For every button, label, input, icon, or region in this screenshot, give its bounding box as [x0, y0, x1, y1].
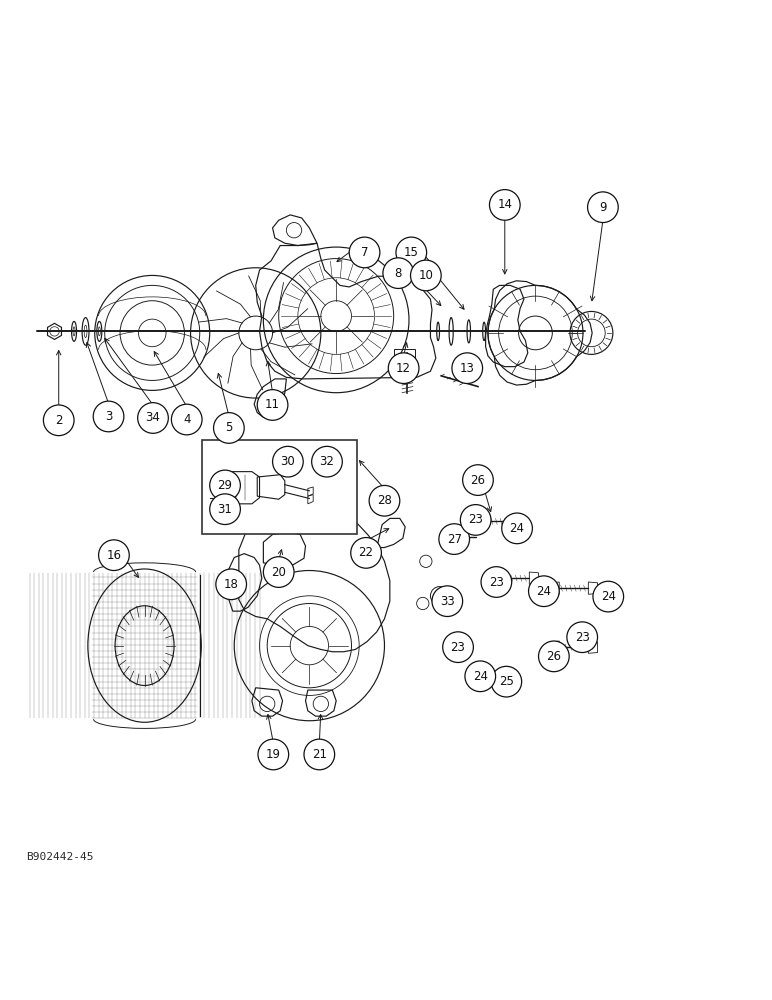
Text: 9: 9 — [599, 201, 607, 214]
Circle shape — [452, 353, 482, 384]
Circle shape — [350, 538, 381, 568]
Circle shape — [383, 258, 414, 288]
Circle shape — [210, 494, 240, 525]
Circle shape — [99, 540, 129, 571]
Circle shape — [171, 404, 202, 435]
Circle shape — [567, 622, 598, 653]
Circle shape — [258, 739, 289, 770]
Circle shape — [593, 581, 624, 612]
Text: 13: 13 — [460, 362, 475, 375]
Circle shape — [539, 641, 569, 672]
Bar — [202, 440, 357, 534]
Text: 23: 23 — [451, 641, 466, 654]
Circle shape — [587, 192, 618, 223]
Text: 26: 26 — [547, 650, 561, 663]
Text: 14: 14 — [497, 198, 513, 211]
Circle shape — [216, 569, 246, 600]
Text: 8: 8 — [394, 267, 402, 280]
Text: 4: 4 — [183, 413, 191, 426]
Text: 25: 25 — [499, 675, 514, 688]
Circle shape — [304, 739, 334, 770]
Circle shape — [214, 413, 244, 443]
Text: 31: 31 — [218, 503, 232, 516]
Circle shape — [369, 485, 400, 516]
Text: 32: 32 — [320, 455, 334, 468]
Text: 3: 3 — [105, 410, 112, 423]
Circle shape — [491, 666, 522, 697]
Text: 5: 5 — [225, 421, 232, 434]
Text: 26: 26 — [470, 474, 486, 487]
Circle shape — [460, 505, 491, 535]
Text: 12: 12 — [396, 362, 411, 375]
Circle shape — [312, 446, 342, 477]
Circle shape — [465, 661, 496, 692]
Text: 15: 15 — [404, 246, 418, 259]
Circle shape — [388, 353, 419, 384]
Circle shape — [93, 401, 124, 432]
Text: 23: 23 — [575, 631, 590, 644]
Text: 11: 11 — [265, 398, 280, 411]
Circle shape — [502, 513, 533, 544]
Text: 30: 30 — [280, 455, 295, 468]
Text: 18: 18 — [224, 578, 239, 591]
Circle shape — [349, 237, 380, 268]
Text: 10: 10 — [418, 269, 433, 282]
Text: 16: 16 — [107, 549, 121, 562]
Circle shape — [43, 405, 74, 436]
Text: 7: 7 — [361, 246, 368, 259]
Text: 24: 24 — [601, 590, 616, 603]
Circle shape — [432, 586, 462, 616]
Text: B902442-45: B902442-45 — [25, 852, 93, 862]
Text: 34: 34 — [146, 411, 161, 424]
Circle shape — [263, 557, 294, 587]
Circle shape — [462, 465, 493, 495]
Text: 2: 2 — [55, 414, 63, 427]
Circle shape — [439, 524, 469, 554]
Text: 24: 24 — [510, 522, 524, 535]
Circle shape — [529, 576, 559, 607]
Text: 27: 27 — [447, 533, 462, 546]
Text: 20: 20 — [271, 566, 286, 579]
Text: 21: 21 — [312, 748, 327, 761]
Circle shape — [396, 237, 427, 268]
Circle shape — [257, 390, 288, 420]
Text: 23: 23 — [469, 513, 483, 526]
Text: 24: 24 — [537, 585, 551, 598]
Circle shape — [273, 446, 303, 477]
Circle shape — [137, 403, 168, 433]
Circle shape — [210, 470, 240, 501]
Circle shape — [489, 190, 520, 220]
Text: 33: 33 — [440, 595, 455, 608]
Text: 22: 22 — [358, 546, 374, 559]
Text: 29: 29 — [218, 479, 232, 492]
Circle shape — [411, 260, 441, 291]
Circle shape — [481, 567, 512, 597]
Circle shape — [442, 632, 473, 662]
Text: 24: 24 — [472, 670, 488, 683]
Text: 19: 19 — [266, 748, 281, 761]
Text: 28: 28 — [377, 494, 392, 507]
Text: 23: 23 — [489, 576, 504, 589]
